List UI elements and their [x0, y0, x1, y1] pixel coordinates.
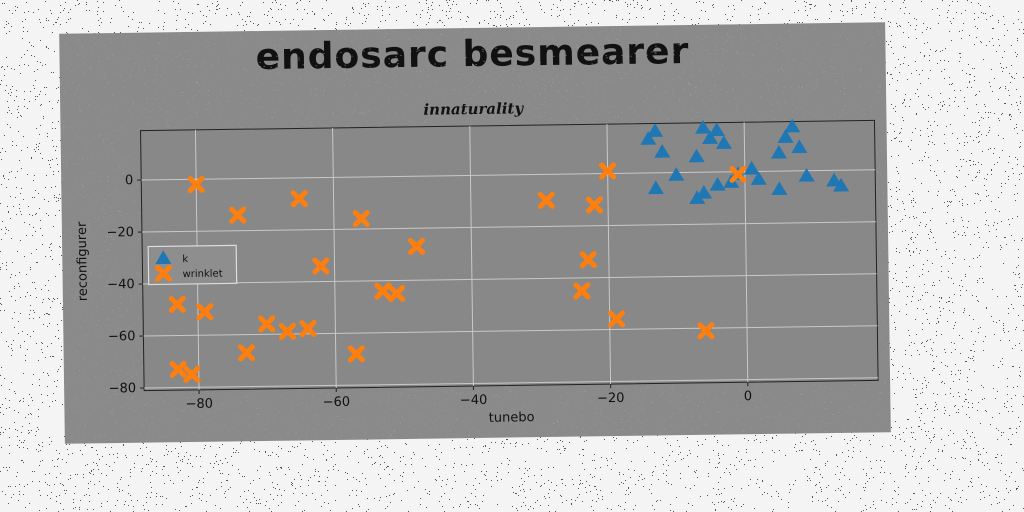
data-point [278, 322, 296, 341]
x-gridline [469, 126, 474, 387]
data-point [715, 135, 732, 150]
data-point [833, 177, 850, 192]
data-point [770, 144, 787, 159]
data-point [729, 165, 747, 183]
data-point [697, 322, 715, 340]
data-point [777, 129, 794, 143]
x-axis-label: tunebo [489, 410, 535, 426]
data-point [798, 167, 815, 182]
data-point [702, 130, 719, 145]
data-point [607, 310, 626, 328]
data-point [299, 319, 317, 338]
data-point [187, 175, 205, 194]
legend-label: wrinklet [182, 269, 222, 281]
legend-box [147, 244, 238, 286]
data-point [168, 295, 186, 313]
data-point [709, 177, 726, 191]
data-point [258, 315, 276, 333]
data-point [708, 122, 725, 137]
data-point [312, 257, 330, 275]
data-point [579, 251, 597, 269]
data-point [573, 282, 591, 300]
data-point [585, 196, 603, 214]
data-point [668, 167, 685, 181]
data-point [537, 191, 555, 209]
legend-marker [155, 250, 172, 265]
data-point [696, 184, 713, 199]
data-point [407, 237, 426, 256]
x-gridline [332, 127, 337, 388]
data-point [388, 284, 406, 303]
data-point [784, 118, 801, 133]
x-tick-label: −60 [323, 395, 351, 410]
y-gridline [142, 273, 877, 285]
legend-marker [154, 264, 173, 282]
data-point [647, 180, 664, 195]
series-1 [640, 118, 850, 205]
x-tick-label: −40 [460, 393, 488, 408]
x-tick-label: 0 [744, 389, 752, 404]
data-point [290, 190, 308, 208]
legend: k wrinklet [147, 244, 238, 286]
x-tick-label: −20 [597, 391, 625, 406]
data-point [347, 345, 365, 363]
y-gridline [141, 221, 876, 233]
data-point [750, 171, 767, 185]
data-point [229, 206, 247, 224]
data-point [647, 123, 664, 137]
data-point [599, 162, 617, 180]
plot-area [140, 119, 879, 392]
scatter-plot: −80 −60 −40 −20 0 0 −20 −40 −60 −80 tunebo reconfig… [59, 22, 889, 444]
data-point [771, 181, 788, 196]
y-axis-label: reconfigurer [75, 221, 91, 301]
data-point [695, 120, 712, 134]
x-gridline [743, 122, 749, 383]
legend-label: k [182, 254, 188, 265]
y-tick-label: −60 [108, 329, 136, 344]
data-point [169, 360, 187, 378]
y-gridline [143, 325, 878, 337]
data-point [183, 365, 201, 383]
series-2 [168, 162, 747, 383]
data-point [743, 160, 760, 175]
data-point [688, 148, 705, 163]
data-point [654, 143, 671, 158]
data-point [791, 139, 808, 154]
data-point [640, 131, 657, 145]
y-tick-label: −20 [106, 225, 134, 240]
data-point [196, 303, 214, 321]
x-tick-label: −80 [185, 397, 213, 412]
data-point [374, 282, 392, 300]
data-point [352, 210, 370, 228]
y-tick-label: −80 [109, 381, 137, 396]
y-tick-label: −40 [107, 277, 135, 292]
y-tick-label: 0 [125, 173, 133, 188]
y-gridline [144, 377, 879, 389]
chart-card: endosarc besmearer innaturality −80 −60 −4… [59, 22, 891, 444]
data-point [237, 344, 256, 362]
